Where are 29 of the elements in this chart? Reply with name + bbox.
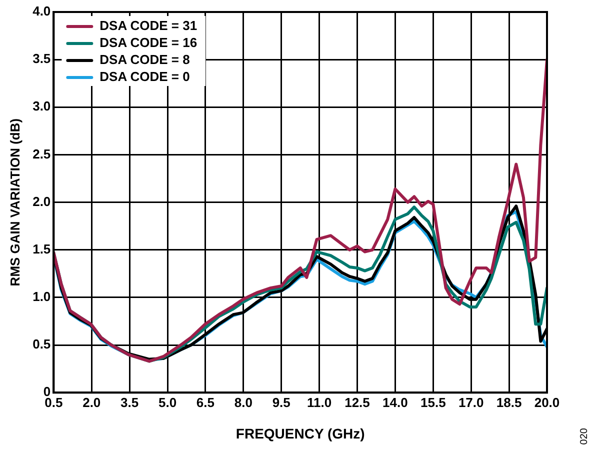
y-tick-label: 2.5 xyxy=(32,146,51,162)
y-tick-label: 3.0 xyxy=(32,98,51,114)
y-tick-label: 1.5 xyxy=(32,241,51,256)
x-tick-label: 18.5 xyxy=(496,394,522,410)
x-tick-label: 12.5 xyxy=(344,394,370,410)
x-tick-label: 15.5 xyxy=(420,394,446,410)
x-tick-label: 2.0 xyxy=(82,394,101,410)
legend-label: DSA CODE = 8 xyxy=(100,52,190,68)
y-axis-title: RMS GAIN VARIATION (dB) xyxy=(7,118,22,286)
x-tick-label: 20.0 xyxy=(534,394,560,410)
x-tick-label: 11.0 xyxy=(307,394,332,410)
y-tick-label: 4.0 xyxy=(32,4,51,19)
legend-label: DSA CODE = 31 xyxy=(100,18,198,34)
y-tick-label: 2.0 xyxy=(32,194,51,209)
x-tick-label: 6.5 xyxy=(196,394,215,410)
x-tick-label: 9.5 xyxy=(272,394,290,410)
x-axis-title: FREQUENCY (GHz) xyxy=(236,425,365,442)
x-tick-label: 8.0 xyxy=(234,394,252,410)
legend-label: DSA CODE = 0 xyxy=(100,69,190,84)
text: 020 xyxy=(579,428,591,445)
legend-label: DSA CODE = 16 xyxy=(100,35,198,50)
x-tick-label: 5.0 xyxy=(158,394,177,410)
x-tick-label: 17.0 xyxy=(458,394,484,410)
x-tick-label: 3.5 xyxy=(120,394,139,410)
x-tick-label: 0.5 xyxy=(44,394,63,410)
y-tick-label: 0.5 xyxy=(32,336,51,352)
y-tick-label: 1.0 xyxy=(32,289,51,304)
y-tick-label: 3.5 xyxy=(32,51,51,66)
x-tick-label: 14.0 xyxy=(382,394,408,410)
